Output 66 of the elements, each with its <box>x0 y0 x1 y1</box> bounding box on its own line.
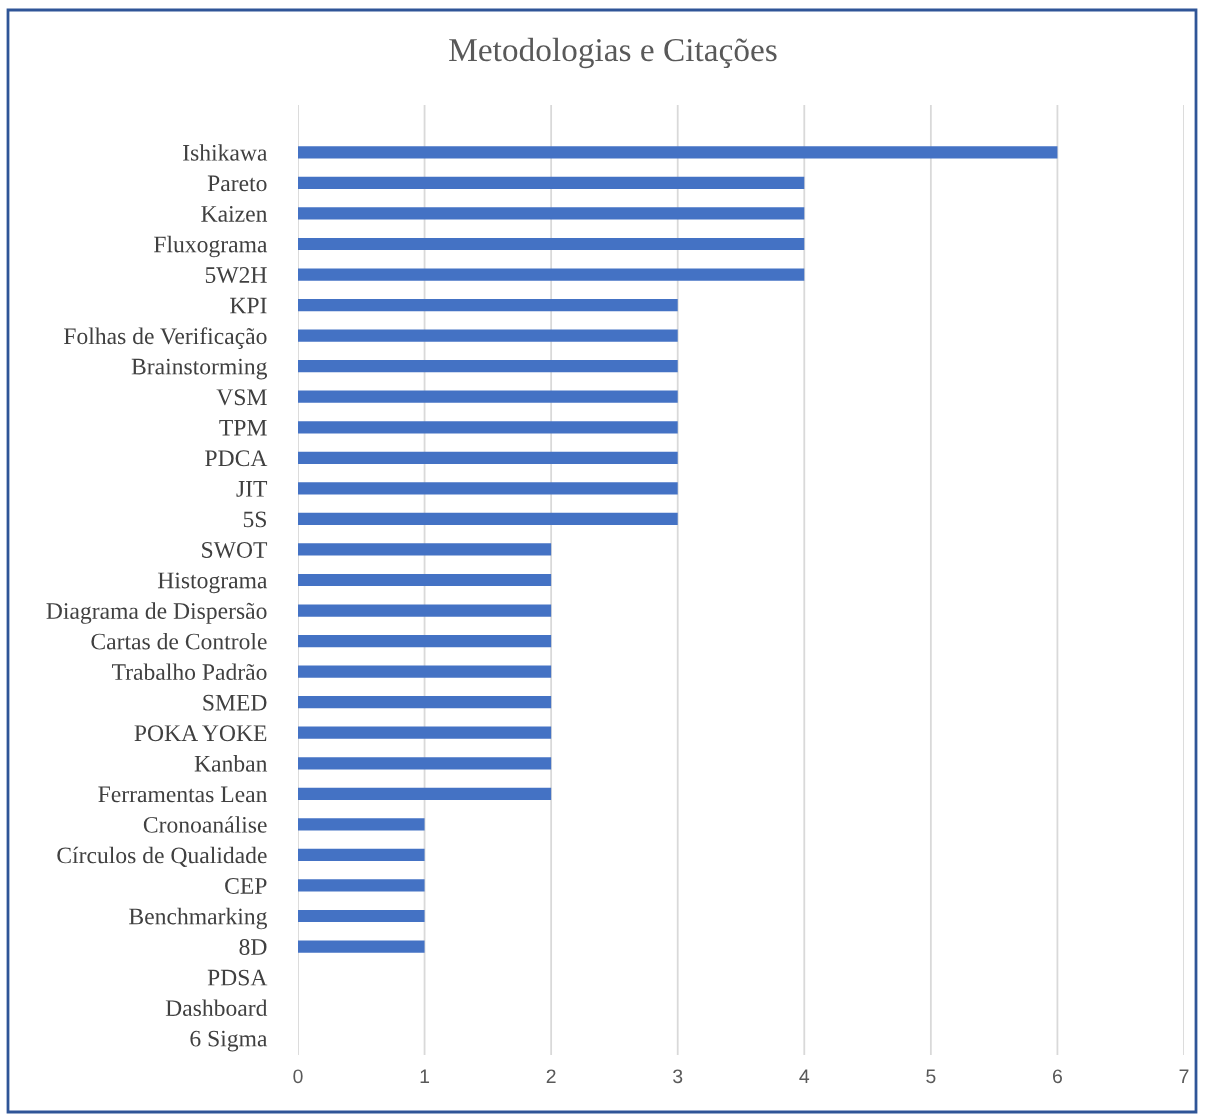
x-tick-label: 7 <box>1179 1069 1189 1083</box>
bar <box>298 390 678 403</box>
bar <box>298 757 552 770</box>
bar <box>298 451 678 464</box>
bar <box>298 146 1058 159</box>
bar <box>298 482 678 495</box>
bar <box>298 940 425 953</box>
y-tick-label: Pareto <box>207 175 267 192</box>
bar <box>298 726 552 739</box>
bar <box>298 298 678 312</box>
bar <box>298 543 552 556</box>
bar <box>298 818 425 831</box>
y-tick-label: 5S <box>243 511 266 528</box>
y-tick-label: Diagrama de Dispersão <box>46 602 267 624</box>
x-tick-label: 1 <box>420 1069 430 1083</box>
bar <box>298 787 552 800</box>
bar <box>298 329 678 342</box>
bar <box>298 176 805 189</box>
x-tick-label: 6 <box>1053 1069 1062 1084</box>
y-tick-label: 8D <box>239 939 267 955</box>
y-tick-label: Folhas de Verificação <box>63 327 267 349</box>
bar <box>298 634 552 648</box>
y-tick-label: Benchmarking <box>129 907 267 930</box>
bar <box>298 207 805 220</box>
y-tick-label: Brainstorming <box>131 358 267 380</box>
bar <box>298 573 552 587</box>
y-tick-label: VSM <box>216 389 267 406</box>
y-tick-label: Trabalho Padrão <box>112 663 267 681</box>
y-tick-label: Kaizen <box>201 206 268 222</box>
y-tick-label: CEP <box>225 878 267 894</box>
y-tick-label: Fluxograma <box>154 235 268 258</box>
y-tick-label: TPM <box>219 420 267 436</box>
chart-title: Metodologias e Citações <box>449 37 777 69</box>
y-tick-label: SWOT <box>202 542 268 558</box>
bar <box>298 512 678 526</box>
y-tick-label: Ishikawa <box>183 144 268 161</box>
x-tick-label: 5 <box>926 1069 936 1084</box>
bar <box>298 421 678 434</box>
y-tick-label: Dashboard <box>165 999 268 1017</box>
y-tick-label: Cartas de Controle <box>91 632 267 650</box>
x-tick-label: 2 <box>546 1069 556 1083</box>
x-tick-label: 3 <box>673 1069 683 1084</box>
y-tick-label: Círculos de Qualidade <box>57 846 267 867</box>
bar <box>298 879 425 892</box>
y-tick-label: 5W2H <box>205 267 267 284</box>
y-tick-label: Kanban <box>194 755 268 772</box>
x-tick-label: 4 <box>799 1069 810 1083</box>
bar <box>298 604 552 617</box>
x-tick-label: 0 <box>293 1069 303 1084</box>
bar <box>298 268 805 281</box>
y-tick-label: 6 Sigma <box>190 1030 268 1052</box>
y-tick-label: KPI <box>230 297 267 314</box>
bar <box>298 696 552 709</box>
y-tick-label: Histograma <box>157 572 268 594</box>
y-tick-label: PDSA <box>207 969 268 986</box>
bar <box>298 909 425 923</box>
y-tick-label: SMED <box>203 694 267 711</box>
bar <box>298 360 678 373</box>
bar <box>298 665 552 678</box>
bar <box>298 848 425 862</box>
y-tick-label: PDCA <box>205 450 268 467</box>
bar <box>298 237 805 251</box>
y-tick-label: Cronoanálise <box>143 816 267 833</box>
y-tick-label: POKA YOKE <box>134 725 267 742</box>
y-tick-label: JIT <box>236 481 268 497</box>
y-tick-label: Ferramentas Lean <box>98 786 268 803</box>
